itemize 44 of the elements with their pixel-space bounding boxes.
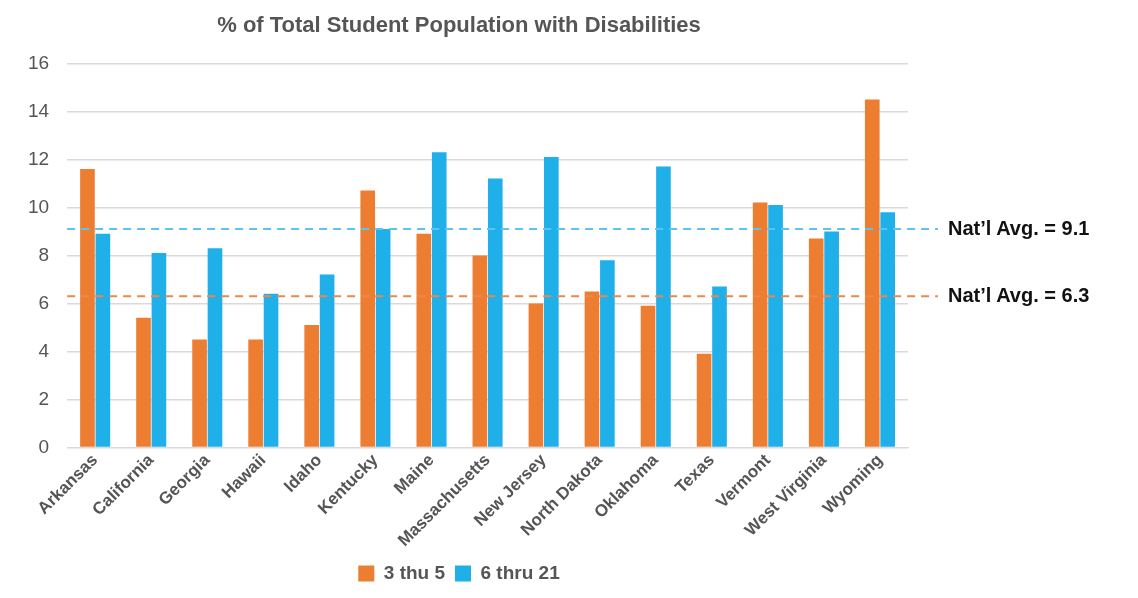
bar [416,233,432,447]
bar [304,324,320,447]
y-tick-label: 16 [27,51,50,73]
bar [95,233,111,447]
y-tick-label: 0 [38,435,50,457]
bar [375,228,391,447]
y-tick-label: 10 [27,195,50,217]
bar [808,238,824,447]
bar [640,305,656,447]
bar [544,157,559,447]
y-tick-label: 6 [38,291,50,313]
bar [656,166,671,447]
bar [431,152,447,447]
y-tick-label: 2 [38,387,50,409]
ref-line-label: Nat’l Avg. = 6.3 [948,283,1090,306]
bar [864,99,880,447]
bar [263,293,279,447]
chart-title: % of Total Student Population with Disabilities [217,12,701,38]
bar [880,212,895,447]
bar [584,291,600,447]
bar [824,231,839,447]
bar [151,252,167,447]
bar [696,353,712,447]
bar [600,260,615,447]
y-tick-label: 8 [38,243,50,265]
bar [712,286,727,447]
bar [192,339,207,447]
bar [472,255,488,447]
ref-line-label: Nat’l Avg. = 9.1 [948,216,1090,239]
y-tick-label: 12 [27,147,50,169]
bar [136,317,151,447]
legend-label: 3 thu 5 [383,561,446,583]
bar [487,178,503,447]
bar [207,248,223,447]
legend-label: 6 thru 21 [480,561,561,583]
bar [360,190,376,447]
bar [768,205,783,447]
y-tick-label: 14 [27,99,50,121]
bar [80,169,95,447]
bar [752,202,768,447]
y-tick-label: 4 [38,339,50,361]
bar [528,303,544,447]
bar [248,339,263,447]
bar [319,274,335,447]
